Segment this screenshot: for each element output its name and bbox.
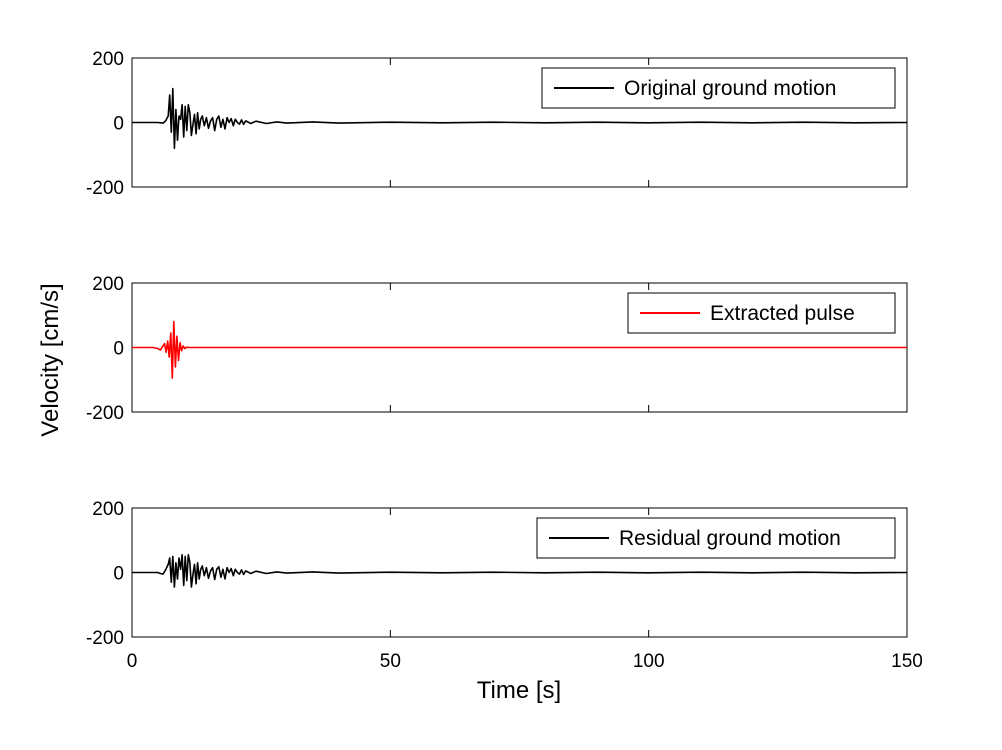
panel-1: 200 0 -200 Original ground motion — [86, 49, 908, 199]
legend-label: Extracted pulse — [710, 302, 855, 325]
legend-2: Extracted pulse — [627, 292, 896, 334]
y-tick-label: 0 — [113, 564, 124, 585]
legend-label: Original ground motion — [624, 77, 836, 100]
panel-2: 200 0 -200 Extracted pulse — [86, 274, 908, 424]
legend-label: Residual ground motion — [619, 527, 841, 550]
y-tick-label: -200 — [86, 628, 124, 649]
y-tick-label: 0 — [113, 114, 124, 135]
y-axis-label: Velocity [cm/s] — [37, 283, 64, 436]
y-tick-label: 200 — [92, 499, 124, 520]
x-tick-label: 150 — [891, 651, 923, 672]
legend-3: Residual ground motion — [536, 517, 896, 559]
x-tick-label: 100 — [633, 651, 665, 672]
y-tick-label: -200 — [86, 403, 124, 424]
series-line-3 — [132, 553, 908, 588]
x-axis-label: Time [s] — [477, 677, 561, 704]
legend-1: Original ground motion — [541, 67, 896, 109]
y-tick-label: 200 — [92, 274, 124, 295]
x-tick-label: 50 — [380, 651, 401, 672]
y-tick-label: 0 — [113, 339, 124, 360]
series-line-1 — [132, 87, 908, 150]
y-tick-label: -200 — [86, 178, 124, 199]
series-line-2 — [132, 320, 907, 379]
x-tick-label: 0 — [127, 651, 138, 672]
y-tick-label: 200 — [92, 49, 124, 70]
